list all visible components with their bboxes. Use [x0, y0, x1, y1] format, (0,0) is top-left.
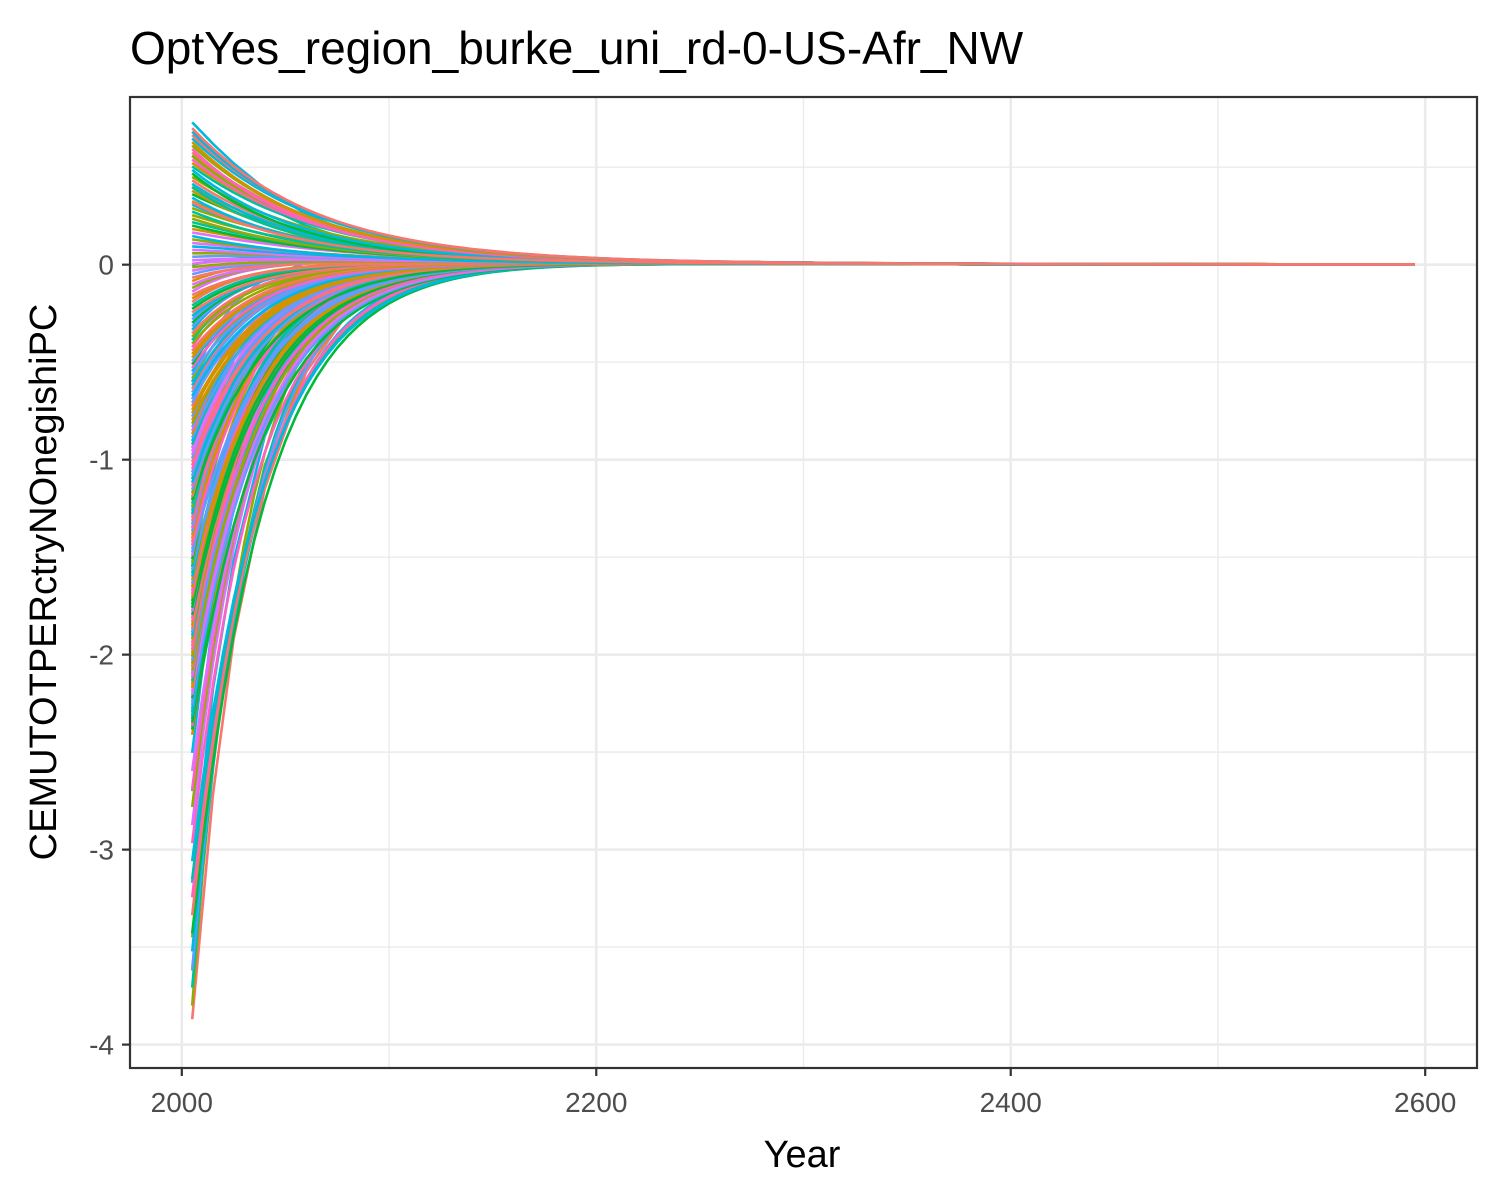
- y-axis-title: CEMUTOTPERctryNOnegishiPC: [23, 304, 65, 861]
- series-lines: [190, 121, 1415, 1020]
- x-tick-label: 2000: [151, 1087, 213, 1118]
- x-tick-label: 2400: [980, 1087, 1042, 1118]
- x-tick-label: 2200: [565, 1087, 627, 1118]
- y-tick-label: -2: [89, 640, 114, 671]
- y-tick-label: -3: [89, 835, 114, 866]
- x-tick-label: 2600: [1394, 1087, 1456, 1118]
- plot-panel-border: [128, 95, 1479, 1070]
- axes: 2000 2200 2400 2600 -4 -3 -2 -1 0: [89, 250, 1456, 1118]
- chart-title: OptYes_region_burke_uni_rd-0-US-Afr_NW: [130, 22, 1024, 74]
- y-tick-label: -4: [89, 1030, 114, 1061]
- x-axis-title: Year: [764, 1134, 841, 1176]
- y-tick-label: 0: [98, 250, 114, 281]
- y-tick-label: -1: [89, 445, 114, 476]
- series-line-top: [191, 201, 1415, 266]
